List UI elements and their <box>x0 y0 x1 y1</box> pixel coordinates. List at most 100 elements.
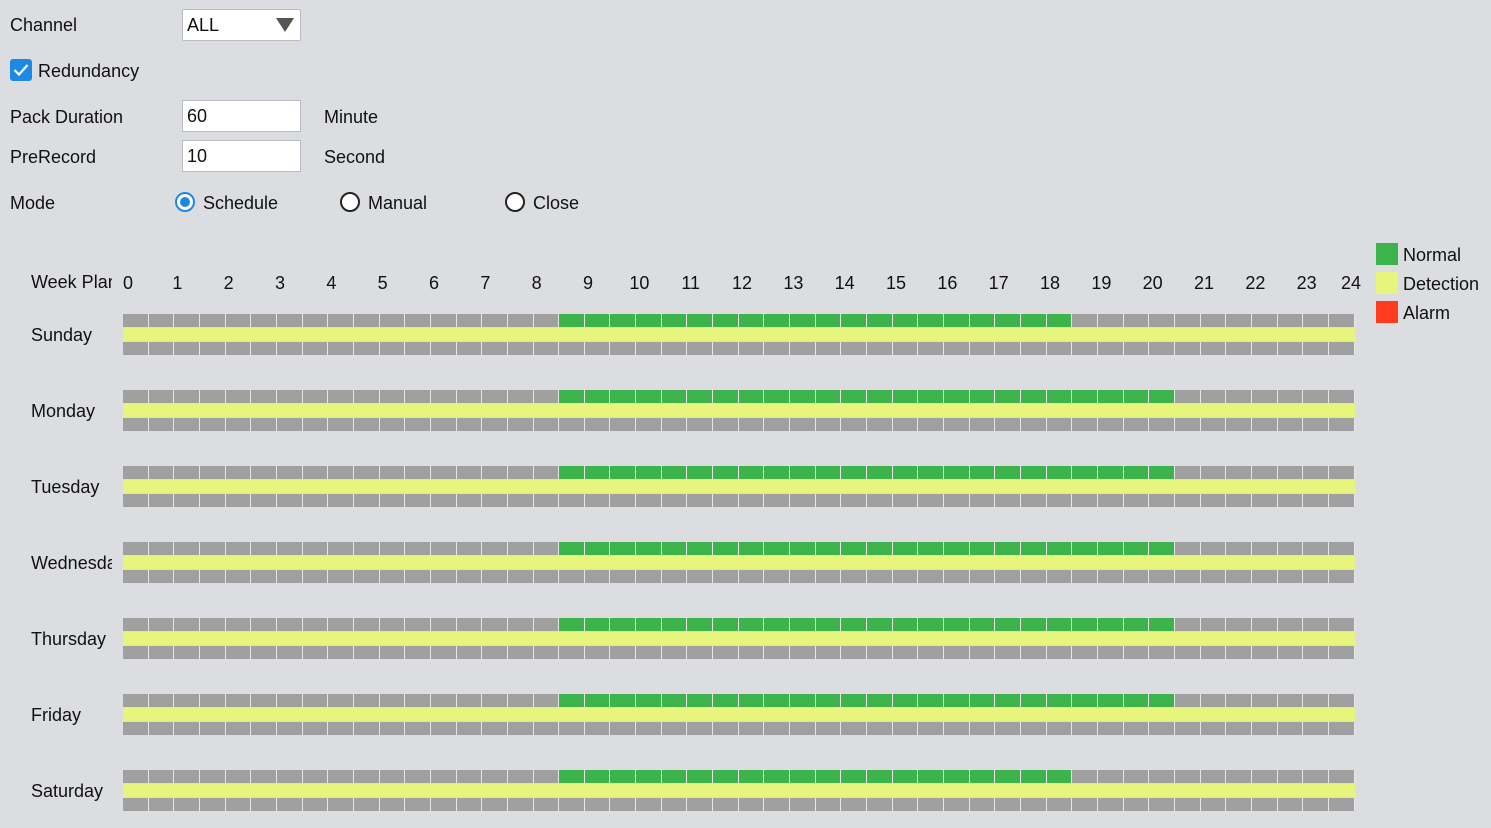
schedule-cell[interactable] <box>610 570 637 583</box>
schedule-cell[interactable] <box>713 618 739 631</box>
schedule-cell[interactable] <box>1149 708 1175 721</box>
schedule-cell[interactable] <box>1251 404 1278 417</box>
schedule-cell[interactable] <box>302 418 329 431</box>
schedule-cell[interactable] <box>533 328 560 341</box>
schedule-cell[interactable] <box>482 390 508 403</box>
schedule-cell[interactable] <box>584 784 611 797</box>
schedule-cell[interactable] <box>764 328 791 341</box>
schedule-cell[interactable] <box>251 328 277 341</box>
schedule-cell[interactable] <box>764 722 791 735</box>
schedule-cell[interactable] <box>1303 314 1329 327</box>
schedule-cell[interactable] <box>610 328 637 341</box>
schedule-cell[interactable] <box>482 722 508 735</box>
schedule-cell[interactable] <box>456 390 483 403</box>
schedule-cell[interactable] <box>1149 418 1175 431</box>
schedule-cell[interactable] <box>1097 390 1124 403</box>
schedule-cell[interactable] <box>430 570 457 583</box>
day-row-wednesday[interactable] <box>123 542 1355 584</box>
schedule-cell[interactable] <box>944 556 970 569</box>
schedule-cell[interactable] <box>507 798 534 811</box>
schedule-cell[interactable] <box>610 618 637 631</box>
schedule-cell[interactable] <box>790 798 816 811</box>
schedule-cell[interactable] <box>1200 770 1227 783</box>
schedule-cell[interactable] <box>713 466 739 479</box>
schedule-cell[interactable] <box>328 570 354 583</box>
schedule-cell[interactable] <box>328 494 354 507</box>
schedule-cell[interactable] <box>1174 494 1201 507</box>
schedule-cell[interactable] <box>1149 494 1175 507</box>
schedule-cell[interactable] <box>995 618 1021 631</box>
schedule-cell[interactable] <box>225 570 252 583</box>
schedule-cell[interactable] <box>430 632 457 645</box>
schedule-cell[interactable] <box>199 708 226 721</box>
schedule-cell[interactable] <box>251 556 277 569</box>
schedule-cell[interactable] <box>456 404 483 417</box>
schedule-cell[interactable] <box>687 708 714 721</box>
schedule-cell[interactable] <box>790 722 816 735</box>
schedule-cell[interactable] <box>456 328 483 341</box>
schedule-cell[interactable] <box>482 694 508 707</box>
schedule-cell[interactable] <box>790 466 816 479</box>
schedule-cell[interactable] <box>610 694 637 707</box>
schedule-cell[interactable] <box>610 542 637 555</box>
schedule-cell[interactable] <box>379 646 406 659</box>
schedule-cell[interactable] <box>353 784 380 797</box>
schedule-cell[interactable] <box>995 770 1021 783</box>
schedule-cell[interactable] <box>1046 328 1073 341</box>
schedule-cell[interactable] <box>1020 784 1047 797</box>
schedule-cell[interactable] <box>174 342 200 355</box>
schedule-cell[interactable] <box>174 390 200 403</box>
schedule-cell[interactable] <box>1149 784 1175 797</box>
schedule-cell[interactable] <box>636 314 662 327</box>
schedule-cell[interactable] <box>1123 722 1150 735</box>
schedule-cell[interactable] <box>969 722 996 735</box>
schedule-cell[interactable] <box>328 798 354 811</box>
schedule-cell[interactable] <box>482 784 508 797</box>
schedule-cell[interactable] <box>1277 722 1304 735</box>
schedule-cell[interactable] <box>1046 418 1073 431</box>
schedule-cell[interactable] <box>1277 570 1304 583</box>
schedule-cell[interactable] <box>841 542 868 555</box>
schedule-cell[interactable] <box>225 328 252 341</box>
schedule-cell[interactable] <box>1303 404 1329 417</box>
schedule-cell[interactable] <box>1277 618 1304 631</box>
schedule-cell[interactable] <box>199 784 226 797</box>
schedule-cell[interactable] <box>1072 798 1098 811</box>
schedule-cell[interactable] <box>1328 466 1355 479</box>
schedule-cell[interactable] <box>1046 494 1073 507</box>
schedule-cell[interactable] <box>430 646 457 659</box>
schedule-cell[interactable] <box>841 722 868 735</box>
schedule-cell[interactable] <box>713 494 739 507</box>
schedule-cell[interactable] <box>251 390 277 403</box>
schedule-cell[interactable] <box>661 646 688 659</box>
schedule-cell[interactable] <box>892 708 919 721</box>
schedule-cell[interactable] <box>1149 390 1175 403</box>
schedule-cell[interactable] <box>713 390 739 403</box>
schedule-cell[interactable] <box>533 798 560 811</box>
schedule-cell[interactable] <box>687 480 714 493</box>
schedule-cell[interactable] <box>1200 784 1227 797</box>
schedule-cell[interactable] <box>1174 314 1201 327</box>
schedule-cell[interactable] <box>892 314 919 327</box>
schedule-cell[interactable] <box>584 632 611 645</box>
schedule-cell[interactable] <box>738 466 765 479</box>
schedule-cell[interactable] <box>764 342 791 355</box>
schedule-cell[interactable] <box>841 342 868 355</box>
schedule-cell[interactable] <box>1328 694 1355 707</box>
schedule-cell[interactable] <box>1020 618 1047 631</box>
schedule-cell[interactable] <box>1072 314 1098 327</box>
schedule-cell[interactable] <box>1072 770 1098 783</box>
schedule-cell[interactable] <box>1123 694 1150 707</box>
schedule-cell[interactable] <box>687 542 714 555</box>
schedule-cell[interactable] <box>123 466 149 479</box>
schedule-cell[interactable] <box>533 314 560 327</box>
schedule-cell[interactable] <box>944 784 970 797</box>
schedule-cell[interactable] <box>841 708 868 721</box>
schedule-cell[interactable] <box>328 618 354 631</box>
schedule-cell[interactable] <box>636 466 662 479</box>
schedule-cell[interactable] <box>328 770 354 783</box>
schedule-cell[interactable] <box>405 404 431 417</box>
schedule-cell[interactable] <box>892 494 919 507</box>
schedule-cell[interactable] <box>199 314 226 327</box>
schedule-cell[interactable] <box>533 556 560 569</box>
